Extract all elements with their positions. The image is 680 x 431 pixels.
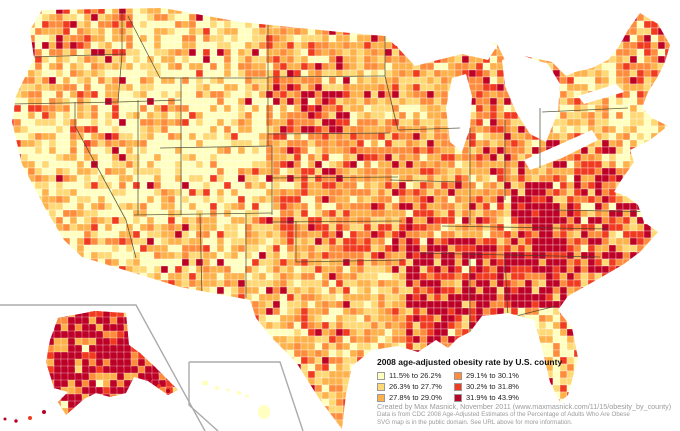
credits: Created by Max Masnick, November 2011 (w… xyxy=(377,402,671,427)
credit-author-line: Created by Max Masnick, November 2011 (w… xyxy=(377,402,672,411)
legend-item-1: 11.5% to 26.2% xyxy=(377,370,454,381)
legend-label-1: 11.5% to 26.2% xyxy=(389,371,442,380)
credit-public-domain-line: SVG map is in the public domain. See URL… xyxy=(377,419,573,426)
aleutian-and-panhandle-islands xyxy=(3,377,170,423)
legend-item-3: 27.8% to 29.0% xyxy=(377,392,454,403)
legend-swatch-5-icon xyxy=(454,382,462,391)
great-lakes xyxy=(390,26,624,170)
map-title: 2008 age-adjusted obesity rate by U.S. c… xyxy=(377,357,563,367)
legend-swatch-4-icon xyxy=(454,371,462,380)
legend-label-2: 26.3% to 27.7% xyxy=(389,382,442,391)
legend-item-6: 31.9% to 43.9% xyxy=(454,392,562,403)
legend-swatch-6-icon xyxy=(454,393,462,402)
legend-item-2: 26.3% to 27.7% xyxy=(377,381,454,392)
inset-borders xyxy=(0,304,304,431)
legend-item-4: 29.1% to 30.1% xyxy=(454,370,562,381)
legend-label-4: 29.1% to 30.1% xyxy=(466,371,519,380)
legend: 2008 age-adjusted obesity rate by U.S. c… xyxy=(377,357,562,403)
hawaii-islands xyxy=(201,380,270,419)
legend-item-5: 30.2% to 31.8% xyxy=(454,381,562,392)
legend-label-6: 31.9% to 43.9% xyxy=(466,393,519,402)
legend-swatch-2-icon xyxy=(377,382,385,391)
legend-swatch-1-icon xyxy=(377,371,385,380)
legend-label-3: 27.8% to 29.0% xyxy=(389,393,442,402)
state-borders xyxy=(12,10,663,340)
legend-swatch-3-icon xyxy=(377,393,385,402)
credit-data-source-line: Data is from CDC 2008 Age-Adjusted Estim… xyxy=(377,411,630,418)
legend-label-5: 30.2% to 31.8% xyxy=(466,382,519,391)
legend-grid: 11.5% to 26.2% 26.3% to 27.7% 27.8% to 2… xyxy=(377,370,562,403)
